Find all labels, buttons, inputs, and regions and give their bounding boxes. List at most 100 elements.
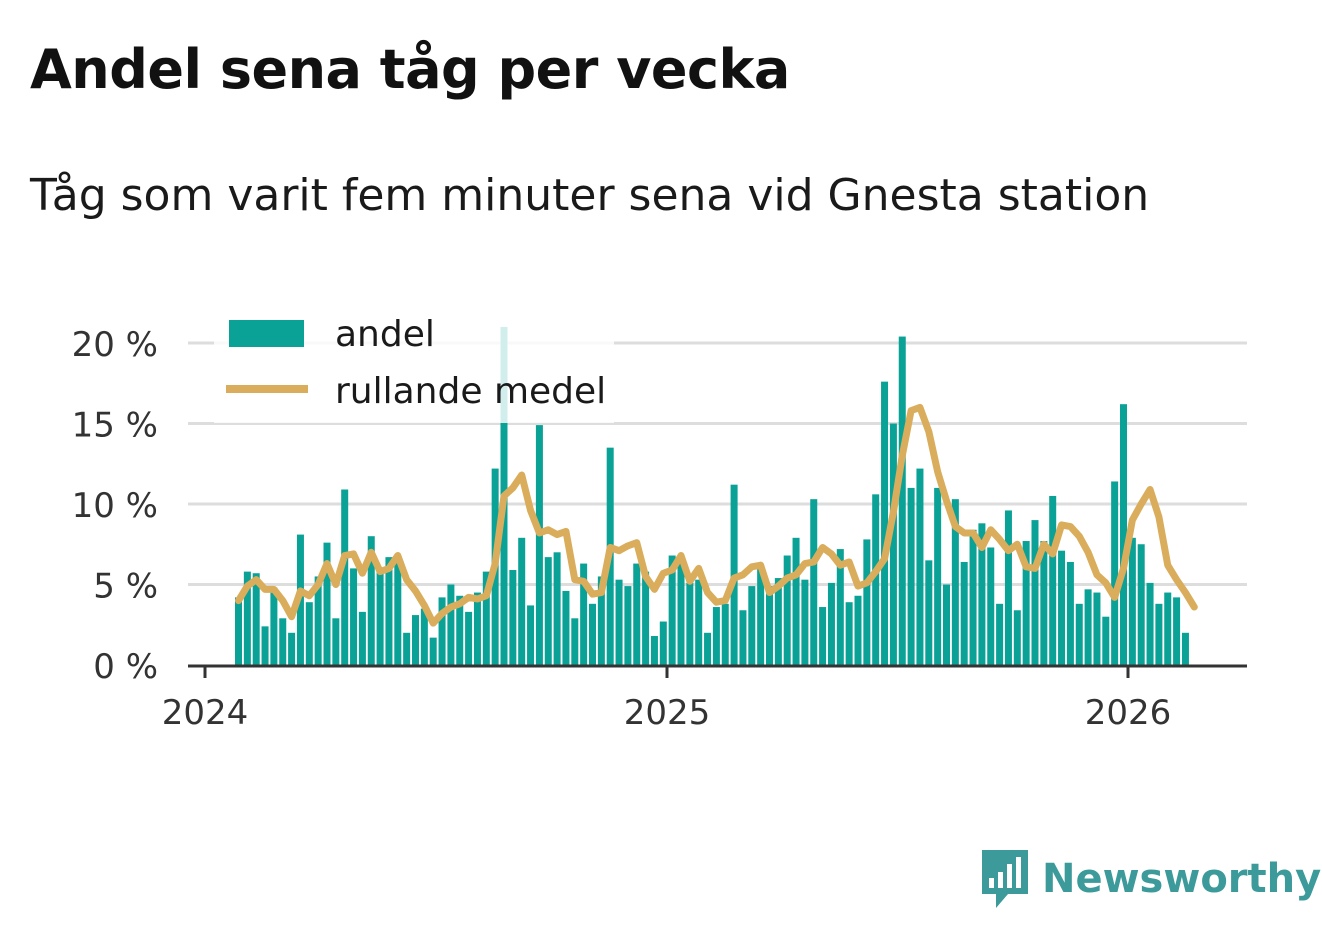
bar [438, 597, 446, 665]
bar [1075, 603, 1083, 665]
bar [686, 582, 694, 665]
bar [261, 626, 269, 665]
bar [358, 611, 366, 665]
bar [801, 579, 809, 665]
bar [695, 579, 703, 665]
bar [473, 592, 481, 665]
newsworthy-logo-text: Newsworthy [1042, 856, 1322, 902]
bar [323, 542, 331, 665]
bar [810, 499, 818, 665]
x-tick-label: 2025 [624, 693, 711, 733]
bar [836, 549, 844, 665]
bar [305, 602, 313, 665]
bar [376, 571, 384, 665]
bar [1031, 520, 1039, 665]
bar [1102, 616, 1110, 665]
bar [712, 607, 720, 665]
bar [279, 618, 287, 665]
x-axis: 2024 2025 2026 [162, 664, 1247, 733]
bar [615, 579, 623, 665]
bar [535, 425, 543, 665]
legend: andel rullande medel [226, 314, 606, 412]
bar [677, 557, 685, 665]
bar [819, 607, 827, 665]
bar [633, 563, 641, 665]
bar [907, 487, 915, 665]
bar [854, 595, 862, 665]
bar [1128, 537, 1136, 665]
y-tick-label: 0 % [93, 647, 158, 687]
bar [1084, 589, 1092, 665]
legend-label-andel: andel [335, 314, 435, 355]
bar [739, 610, 747, 665]
bar [420, 608, 428, 665]
bar [1137, 544, 1145, 665]
bar [571, 618, 579, 665]
bar [925, 560, 933, 665]
bar [447, 584, 455, 665]
bar [580, 563, 588, 665]
bar [845, 602, 853, 665]
bar [589, 603, 596, 665]
bar [597, 576, 605, 665]
y-tick-label: 15 % [72, 406, 158, 446]
bar [1120, 404, 1127, 665]
bar [456, 595, 464, 665]
bar [553, 552, 561, 665]
bar [863, 539, 871, 665]
bar [624, 586, 632, 665]
bar [969, 529, 977, 665]
x-tick-label: 2026 [1085, 693, 1172, 733]
bar [332, 618, 340, 665]
bar [288, 632, 296, 665]
bar [943, 584, 950, 665]
bar [1022, 541, 1030, 665]
bar [960, 561, 968, 665]
newsworthy-logo: Newsworthy [980, 848, 1321, 910]
legend-label-rullande-medel: rullande medel [335, 371, 606, 412]
bar [757, 566, 765, 665]
bar [394, 561, 402, 665]
bar [429, 637, 437, 665]
y-axis-tick-labels: 0 % 5 % 10 % 15 % 20 % [72, 325, 158, 687]
bar [243, 571, 251, 665]
chart-title: Andel sena tåg per vecka [30, 38, 790, 101]
bar [987, 547, 995, 665]
x-tick-label: 2024 [162, 693, 249, 733]
bar [642, 571, 650, 665]
y-tick-label: 20 % [72, 325, 158, 365]
bar [1049, 495, 1057, 665]
bar [704, 632, 712, 665]
bar [668, 555, 676, 665]
bar [403, 632, 411, 665]
bar [1181, 632, 1189, 665]
bar [827, 582, 835, 665]
bar [1013, 610, 1021, 665]
bar [544, 557, 552, 665]
bar [1146, 582, 1154, 665]
rolling-average-line [235, 403, 1198, 627]
bar [881, 381, 889, 665]
bar [783, 555, 791, 665]
bar [341, 489, 349, 665]
bar [898, 336, 906, 665]
newsworthy-logo-icon [982, 850, 1028, 908]
y-tick-label: 10 % [72, 486, 158, 526]
bar [1004, 510, 1012, 665]
bar [978, 523, 986, 665]
bar [527, 605, 535, 665]
bar [270, 587, 278, 665]
bar [774, 578, 782, 665]
legend-swatch-andel [229, 320, 304, 347]
bar [721, 603, 729, 665]
bar [1040, 541, 1048, 665]
bar [1173, 597, 1181, 665]
bar [518, 537, 526, 665]
bar [1058, 550, 1066, 665]
bar [482, 571, 490, 665]
bar [235, 597, 242, 665]
bar [916, 468, 924, 665]
bar [1066, 561, 1074, 665]
bar [252, 573, 260, 665]
